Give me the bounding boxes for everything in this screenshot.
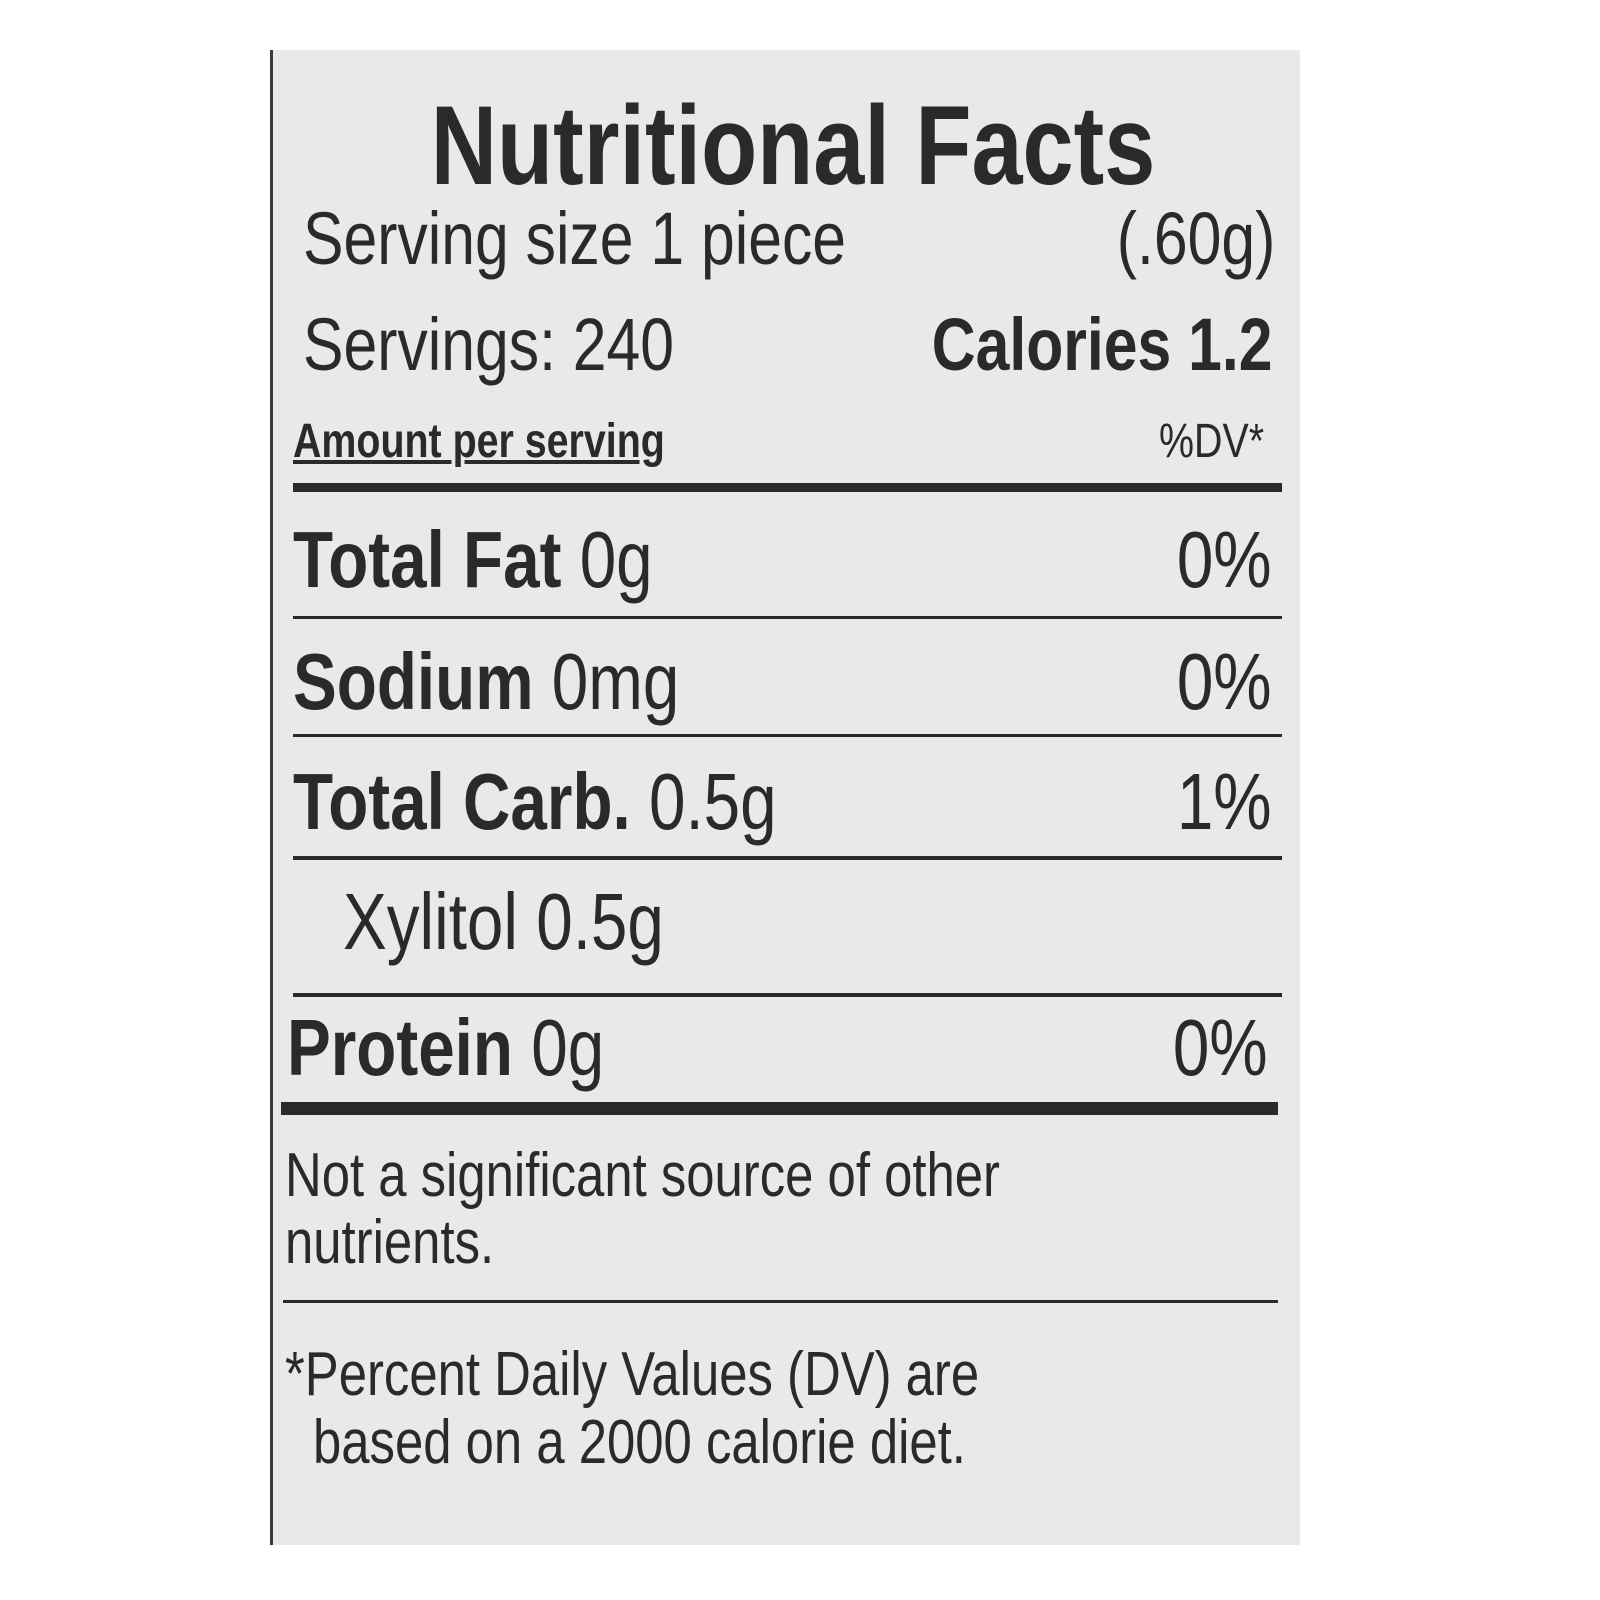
footnote-line-1: *Percent Daily Values (DV) are: [285, 1340, 980, 1409]
nutrition-facts-label: Nutritional Facts Serving size 1 piece (…: [270, 50, 1300, 1545]
divider: [293, 734, 1282, 737]
footnote-line-2: based on a 2000 calorie diet.: [313, 1408, 966, 1477]
total-carb-dv: 1%: [1177, 757, 1272, 846]
calories: Calories 1.2: [931, 303, 1272, 386]
divider: [293, 856, 1282, 860]
thick-divider: [293, 483, 1282, 492]
servings-count: Servings: 240: [303, 303, 675, 386]
sodium-dv: 0%: [1177, 637, 1272, 726]
row-xylitol: Xylitol 0.5g: [343, 877, 664, 966]
serving-size: Serving size 1 piece: [303, 197, 847, 280]
row-sodium: Sodium 0mg: [293, 637, 680, 726]
row-total-carb: Total Carb. 0.5g: [293, 757, 777, 846]
dv-header: %DV*: [1159, 415, 1264, 468]
note-line-1: Not a significant source of other: [285, 1141, 1000, 1210]
divider: [293, 993, 1282, 997]
amount-per-serving-header: Amount per serving: [293, 415, 665, 468]
divider: [293, 616, 1282, 619]
thick-divider: [281, 1102, 1278, 1115]
divider: [283, 1300, 1278, 1303]
row-total-fat: Total Fat 0g: [293, 515, 653, 604]
note-line-2: nutrients.: [285, 1208, 495, 1277]
row-protein: Protein 0g: [287, 1003, 605, 1092]
total-fat-dv: 0%: [1177, 515, 1272, 604]
label-title: Nutritional Facts: [430, 83, 1156, 208]
serving-weight: (.60g): [1116, 197, 1275, 280]
protein-dv: 0%: [1173, 1003, 1268, 1092]
